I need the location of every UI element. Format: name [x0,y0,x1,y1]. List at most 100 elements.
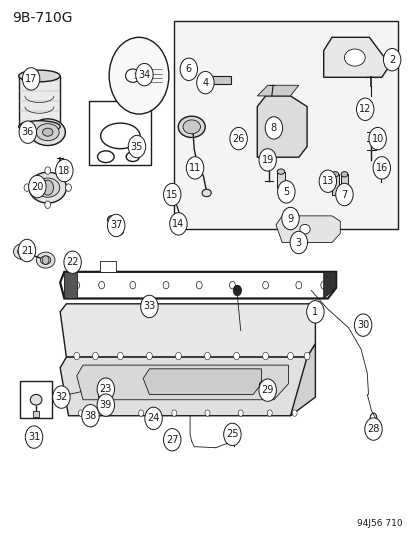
Text: 26: 26 [232,134,245,143]
Ellipse shape [287,213,294,221]
Ellipse shape [259,381,268,389]
Circle shape [168,189,175,198]
Text: 12: 12 [359,104,371,114]
Ellipse shape [37,252,55,268]
Circle shape [97,378,115,400]
Text: 33: 33 [143,302,156,311]
Ellipse shape [341,172,348,177]
Bar [277,172,285,188]
Circle shape [29,175,46,198]
Circle shape [263,281,269,289]
Text: 24: 24 [147,414,160,423]
Text: 23: 23 [100,384,112,394]
Ellipse shape [36,178,60,197]
Circle shape [288,352,293,360]
Circle shape [24,184,30,191]
Circle shape [22,68,40,90]
Circle shape [186,157,204,179]
Circle shape [307,301,324,323]
Circle shape [304,352,310,360]
Circle shape [42,180,54,195]
Circle shape [224,423,241,446]
Circle shape [107,214,125,237]
Bar [332,174,339,195]
FancyBboxPatch shape [20,381,52,418]
Text: 8: 8 [271,123,277,133]
Text: 39: 39 [100,400,112,410]
Text: 31: 31 [28,432,40,442]
Circle shape [128,135,146,158]
Circle shape [205,352,210,360]
Circle shape [130,281,136,289]
Circle shape [45,201,51,208]
Ellipse shape [183,120,200,134]
Circle shape [164,429,181,451]
Circle shape [56,159,73,182]
Ellipse shape [98,151,114,163]
Circle shape [259,379,276,401]
Circle shape [97,394,115,416]
Circle shape [117,352,123,360]
Polygon shape [257,85,299,96]
Ellipse shape [100,123,140,149]
Polygon shape [143,369,261,394]
Circle shape [74,281,80,289]
Text: 94J56 710: 94J56 710 [357,519,403,528]
Circle shape [20,247,26,256]
Circle shape [319,170,337,192]
Text: 19: 19 [261,155,274,165]
Circle shape [369,127,386,150]
Circle shape [230,127,247,150]
Ellipse shape [107,215,117,224]
Text: 13: 13 [322,176,334,186]
Text: 30: 30 [357,320,369,330]
FancyBboxPatch shape [89,101,151,165]
Circle shape [229,281,235,289]
Circle shape [267,410,272,416]
Text: 7: 7 [341,190,348,199]
Circle shape [64,251,81,273]
Circle shape [290,231,308,254]
Circle shape [197,71,214,94]
Bar [198,76,231,84]
Polygon shape [77,365,288,400]
Polygon shape [324,37,390,77]
Ellipse shape [41,256,51,264]
Polygon shape [60,304,315,357]
Text: 18: 18 [58,166,71,175]
Text: 1: 1 [312,307,318,317]
Circle shape [278,181,295,203]
Text: 35: 35 [131,142,143,151]
Circle shape [93,352,98,360]
Circle shape [373,157,391,179]
Text: 2: 2 [389,55,395,64]
Ellipse shape [332,172,339,177]
Circle shape [354,314,372,336]
Text: 15: 15 [166,190,178,199]
Ellipse shape [19,70,60,82]
Ellipse shape [116,229,123,235]
Circle shape [172,410,177,416]
Ellipse shape [30,394,42,405]
Circle shape [78,410,83,416]
Text: 37: 37 [110,221,122,230]
Circle shape [383,49,401,71]
Text: 3: 3 [296,238,302,247]
Ellipse shape [227,430,236,439]
Text: 38: 38 [84,411,97,421]
Text: 28: 28 [367,424,380,434]
Ellipse shape [125,69,140,83]
Ellipse shape [43,128,53,136]
Circle shape [145,407,162,430]
Polygon shape [100,261,116,272]
Circle shape [98,390,107,401]
Circle shape [45,167,51,174]
Circle shape [19,121,37,143]
Text: 9B-710G: 9B-710G [12,11,73,25]
Circle shape [74,352,80,360]
Circle shape [58,165,63,171]
Text: 4: 4 [203,78,208,87]
Ellipse shape [300,224,310,234]
Text: 34: 34 [138,70,151,79]
Ellipse shape [284,209,297,224]
